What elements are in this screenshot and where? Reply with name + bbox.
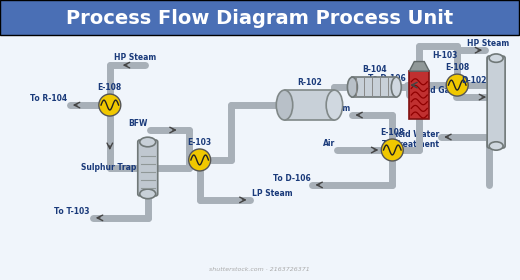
Text: HP Steam: HP Steam xyxy=(467,39,510,48)
Text: BFW: BFW xyxy=(128,119,148,128)
Text: Acid Gas: Acid Gas xyxy=(417,86,454,95)
Text: Process Flow Diagram Process Unit: Process Flow Diagram Process Unit xyxy=(66,9,453,28)
Text: LP Steam: LP Steam xyxy=(252,189,292,198)
Text: E-103: E-103 xyxy=(188,138,212,147)
Text: HP Steam: HP Steam xyxy=(114,53,156,62)
Text: R-102: R-102 xyxy=(297,78,322,87)
Ellipse shape xyxy=(326,90,343,120)
Text: E-108: E-108 xyxy=(98,83,122,92)
Text: Air: Air xyxy=(323,139,335,148)
Text: To D-106: To D-106 xyxy=(368,74,405,83)
Ellipse shape xyxy=(392,77,401,97)
Circle shape xyxy=(446,74,468,96)
Text: To D-106: To D-106 xyxy=(272,174,310,183)
FancyBboxPatch shape xyxy=(284,90,334,120)
Text: E-108: E-108 xyxy=(380,128,405,137)
Text: D-102: D-102 xyxy=(461,76,486,85)
Ellipse shape xyxy=(489,142,503,150)
Ellipse shape xyxy=(489,54,503,62)
FancyBboxPatch shape xyxy=(409,71,429,119)
FancyBboxPatch shape xyxy=(138,140,158,196)
Ellipse shape xyxy=(140,137,155,147)
Text: Sulphur Trap: Sulphur Trap xyxy=(82,164,137,172)
FancyBboxPatch shape xyxy=(0,0,519,35)
Ellipse shape xyxy=(276,90,293,120)
Text: H-103: H-103 xyxy=(432,51,458,60)
FancyBboxPatch shape xyxy=(487,56,505,148)
Text: To T-103: To T-103 xyxy=(55,207,90,216)
Text: B-104: B-104 xyxy=(362,65,387,74)
Circle shape xyxy=(189,149,211,171)
Circle shape xyxy=(381,139,404,161)
Text: Acid Water
To Treatment: Acid Water To Treatment xyxy=(382,130,439,150)
Text: HP Steam: HP Steam xyxy=(308,104,350,113)
Text: To R-104: To R-104 xyxy=(30,94,67,103)
Circle shape xyxy=(99,94,121,116)
Text: shutterstock.com · 2163726371: shutterstock.com · 2163726371 xyxy=(209,267,310,272)
Text: E-108: E-108 xyxy=(445,63,470,72)
FancyBboxPatch shape xyxy=(353,77,396,97)
Ellipse shape xyxy=(347,77,357,97)
Ellipse shape xyxy=(140,189,155,199)
Polygon shape xyxy=(409,62,429,71)
